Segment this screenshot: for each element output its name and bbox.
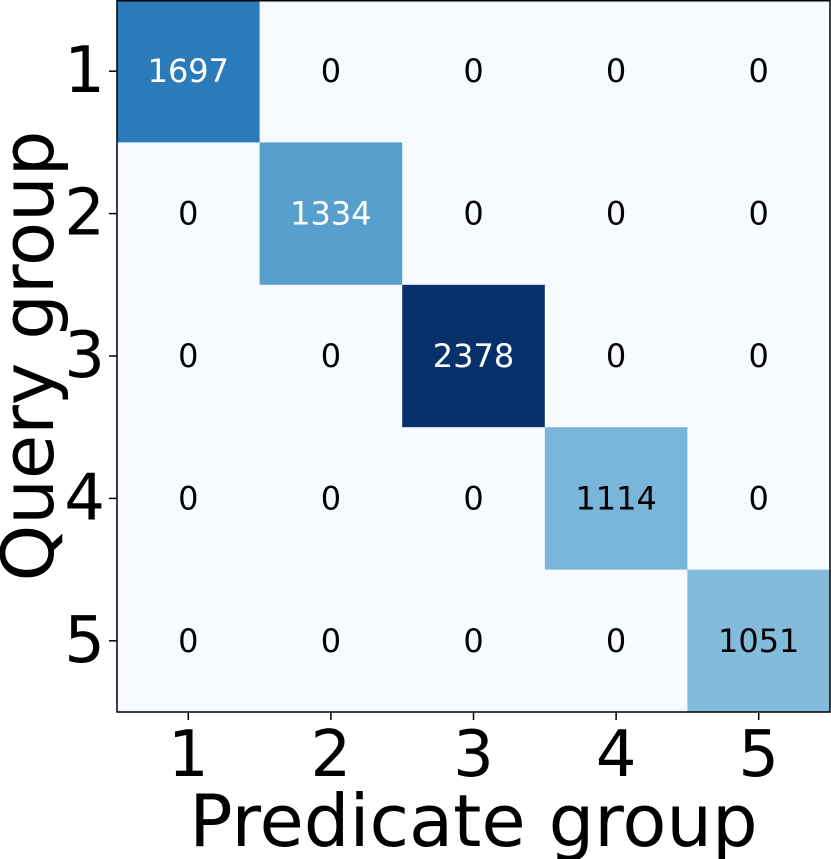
heatmap-cell [259, 427, 403, 571]
heatmap-cell [687, 569, 831, 713]
heatmap-cell [117, 427, 261, 571]
cell-value-label: 0 [463, 479, 483, 517]
heatmap-cell [687, 0, 831, 143]
x-axis-label: Predicate group [189, 779, 757, 859]
cell-value-label: 1051 [718, 622, 799, 660]
heatmap-cell [687, 142, 831, 286]
cell-value-label: 0 [749, 195, 769, 233]
y-tick-label: 3 [64, 319, 105, 393]
heatmap-cell [544, 427, 688, 571]
x-tick-label: 4 [596, 718, 637, 792]
cell-value-label: 0 [606, 337, 626, 375]
cell-value-label: 0 [178, 622, 198, 660]
heatmap-cell [544, 284, 688, 428]
y-axis-label: Query group [0, 131, 70, 582]
y-tick-label: 5 [64, 604, 105, 678]
cell-value-label: 0 [749, 479, 769, 517]
cell-value-label: 0 [749, 52, 769, 90]
y-tick-label: 1 [64, 34, 105, 108]
cell-value-label: 0 [606, 622, 626, 660]
y-axis: 1 2 3 4 5 [64, 34, 117, 678]
x-axis: 1 2 3 4 5 [168, 712, 779, 792]
cell-value-label: 0 [321, 622, 341, 660]
cell-value-label: 0 [463, 52, 483, 90]
cell-value-label: 0 [321, 52, 341, 90]
heatmap-cell [117, 0, 261, 143]
cell-value-label: 0 [178, 195, 198, 233]
x-tick-label: 2 [311, 718, 352, 792]
cell-value-label: 0 [606, 195, 626, 233]
heatmap-cell [117, 142, 261, 286]
y-tick-label: 4 [64, 461, 105, 535]
heatmap-cell [259, 0, 403, 143]
cell-value-label: 0 [178, 479, 198, 517]
heatmap-cell [117, 569, 261, 713]
heatmap-cell [687, 284, 831, 428]
x-tick-label: 3 [453, 718, 494, 792]
y-tick-label: 2 [64, 177, 105, 251]
heatmap-cell [259, 142, 403, 286]
heatmap-cell [402, 0, 546, 143]
x-tick-label: 5 [738, 718, 779, 792]
heatmap-cell [402, 569, 546, 713]
heatmap-cell [402, 142, 546, 286]
heatmap-cell [117, 284, 261, 428]
heatmap-cells: 1697 0 0 0 0 0 1334 0 0 0 0 0 2378 0 0 0 0 0 1114 0 0 0 0 0 1051 [117, 0, 831, 713]
heatmap-cell [544, 142, 688, 286]
x-tick-label: 1 [168, 718, 209, 792]
cell-value-label: 0 [463, 195, 483, 233]
heatmap-cell [402, 284, 546, 428]
heatmap-cell [544, 569, 688, 713]
cell-value-label: 1697 [148, 52, 229, 90]
cell-value-label: 0 [178, 337, 198, 375]
heatmap-cell [259, 569, 403, 713]
cell-value-label: 1334 [290, 195, 371, 233]
heatmap-cell [544, 0, 688, 143]
cell-value-label: 0 [463, 622, 483, 660]
cell-value-label: 2378 [433, 337, 514, 375]
cell-value-label: 0 [321, 337, 341, 375]
heatmap-cell [259, 284, 403, 428]
cell-value-label: 0 [321, 479, 341, 517]
cell-value-label: 1114 [575, 479, 656, 517]
heatmap-cell [402, 427, 546, 571]
cell-value-label: 0 [749, 337, 769, 375]
heatmap-cell [687, 427, 831, 571]
cell-value-label: 0 [606, 52, 626, 90]
